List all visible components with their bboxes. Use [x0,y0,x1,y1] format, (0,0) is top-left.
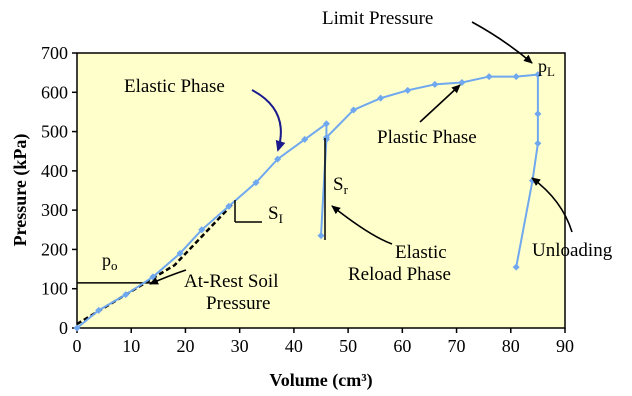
data-point [377,94,385,102]
y-tick-label: 100 [41,279,68,299]
data-point [274,155,282,163]
slope-triangle-si [234,200,262,223]
sr-label: Sr [333,174,349,197]
data-point [122,291,130,299]
data-point [512,73,520,81]
unloading-arrow [531,177,573,233]
data-point [317,232,325,240]
data-point [322,120,330,128]
y-axis-label: Pressure (kPa) [10,134,31,247]
data-point [534,139,542,147]
y-tick-label: 200 [41,239,68,259]
y-tick-label: 300 [41,200,68,220]
elastic-reload-label-1: Elastic [395,242,447,263]
data-point [95,306,103,314]
plastic-phase-arrow [419,84,461,123]
data-markers [73,71,542,332]
data-point [350,106,358,114]
x-tick-label: 30 [231,336,249,356]
si-label: SI [268,203,283,226]
y-tick-labels: 0 100 200 300 400 500 600 700 [41,43,68,338]
elastic-reload-arrow [331,205,393,245]
elastic-phase-label: Elastic Phase [124,76,225,97]
x-tick-label: 70 [448,336,466,356]
data-point [534,71,542,79]
at-rest-arrow [149,269,187,285]
x-tick-label: 80 [502,336,520,356]
limit-pressure-arrow [471,21,533,64]
pl-label: pL [538,56,555,79]
y-tick-label: 0 [59,318,68,338]
data-point [252,179,260,187]
x-tick-label: 10 [122,336,140,356]
data-point [458,78,466,86]
unloading-label: Unloading [532,240,613,261]
limit-pressure-label: Limit Pressure [322,8,433,29]
x-tick-label: 20 [176,336,194,356]
data-point [176,249,184,257]
y-tick-label: 400 [41,161,68,181]
y-tick-label: 500 [41,122,68,142]
x-tick-label: 50 [339,336,357,356]
elastic-phase-arrow [251,89,286,152]
data-point [73,324,81,332]
x-tick-label: 40 [285,336,303,356]
po-label: po [102,250,118,273]
data-point [301,135,309,143]
pressure-volume-curve [76,73,539,329]
x-tick-label: 60 [393,336,411,356]
data-point [404,86,412,94]
x-tick-labels: 0 10 20 30 40 50 60 70 80 90 [73,336,575,356]
data-point [512,263,520,271]
data-point [198,226,206,234]
elastic-reload-label-2: Reload Phase [348,264,451,285]
plastic-phase-label: Plastic Phase [377,127,477,148]
data-point [485,73,493,81]
elastic-fit-line [76,201,236,326]
at-rest-label-2: Pressure [206,293,270,314]
y-tick-label: 600 [41,82,68,102]
x-tick-label: 90 [556,336,574,356]
data-point [225,202,233,210]
x-axis-label: Volume (cm³) [269,370,372,391]
y-tick-label: 700 [41,43,68,63]
data-point [431,80,439,88]
data-point [534,110,542,118]
at-rest-label-1: At-Rest Soil [184,271,278,292]
x-tick-label: 0 [73,336,82,356]
